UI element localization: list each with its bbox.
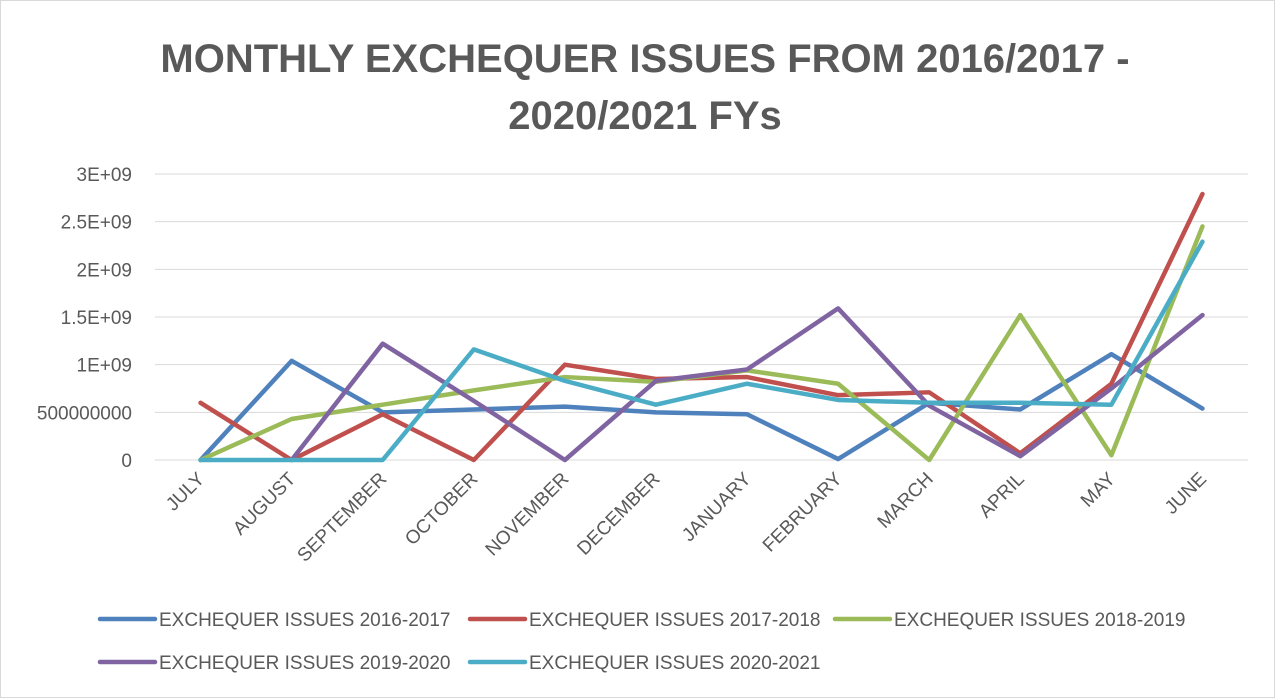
legend-label: EXCHEQUER ISSUES 2017-2018: [529, 610, 820, 631]
series-line: [198, 351, 1205, 463]
chart-title: 2020/2021 FYs: [508, 94, 782, 138]
legend-label: EXCHEQUER ISSUES 2019-2020: [159, 653, 450, 674]
series-line: [198, 239, 1205, 463]
legend-label: EXCHEQUER ISSUES 2018-2019: [894, 610, 1185, 631]
y-tick-label: 1.5E+09: [61, 308, 132, 329]
y-tick-label: 0: [121, 451, 132, 472]
y-tick-label: 2E+09: [77, 260, 132, 281]
y-tick-label: 3E+09: [77, 165, 132, 186]
series-line: [289, 306, 1205, 463]
legend-label: EXCHEQUER ISSUES 2016-2017: [159, 610, 450, 631]
y-tick-label: 2.5E+09: [61, 213, 132, 234]
y-tick-label: 500000000: [37, 403, 132, 424]
legend-label: EXCHEQUER ISSUES 2020-2021: [529, 653, 820, 674]
chart-title: MONTHLY EXCHEQUER ISSUES FROM 2016/2017 …: [160, 37, 1129, 81]
y-tick-label: 1E+09: [77, 356, 132, 377]
